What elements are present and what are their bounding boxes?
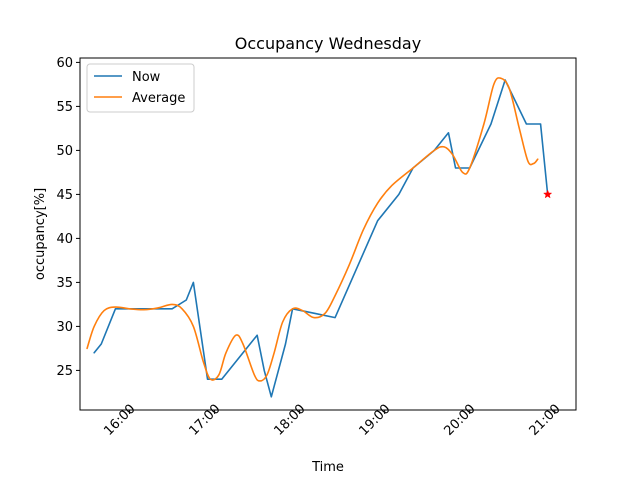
legend-label-now: Now (132, 70, 161, 85)
y-axis-ticks: 25 30 35 40 45 50 55 60 (56, 56, 80, 379)
y-axis-label: occupancy[%] (33, 188, 48, 280)
x-axis-label: Time (311, 460, 344, 475)
chart-title: Occupancy Wednesday (235, 34, 421, 53)
y-tick-label: 35 (56, 276, 73, 291)
y-tick-label: 45 (56, 188, 73, 203)
y-tick-label: 60 (56, 56, 73, 71)
y-tick-label: 55 (56, 100, 73, 115)
plot-area (86, 77, 553, 398)
series-line-average (86, 77, 539, 382)
star-marker (542, 189, 553, 199)
legend-label-average: Average (132, 91, 185, 106)
y-tick-label: 40 (56, 232, 73, 247)
y-tick-label: 30 (56, 320, 73, 335)
y-tick-label: 25 (56, 364, 73, 379)
legend: Now Average (86, 63, 195, 113)
axes-frame (79, 57, 577, 411)
y-tick-label: 50 (56, 144, 73, 159)
